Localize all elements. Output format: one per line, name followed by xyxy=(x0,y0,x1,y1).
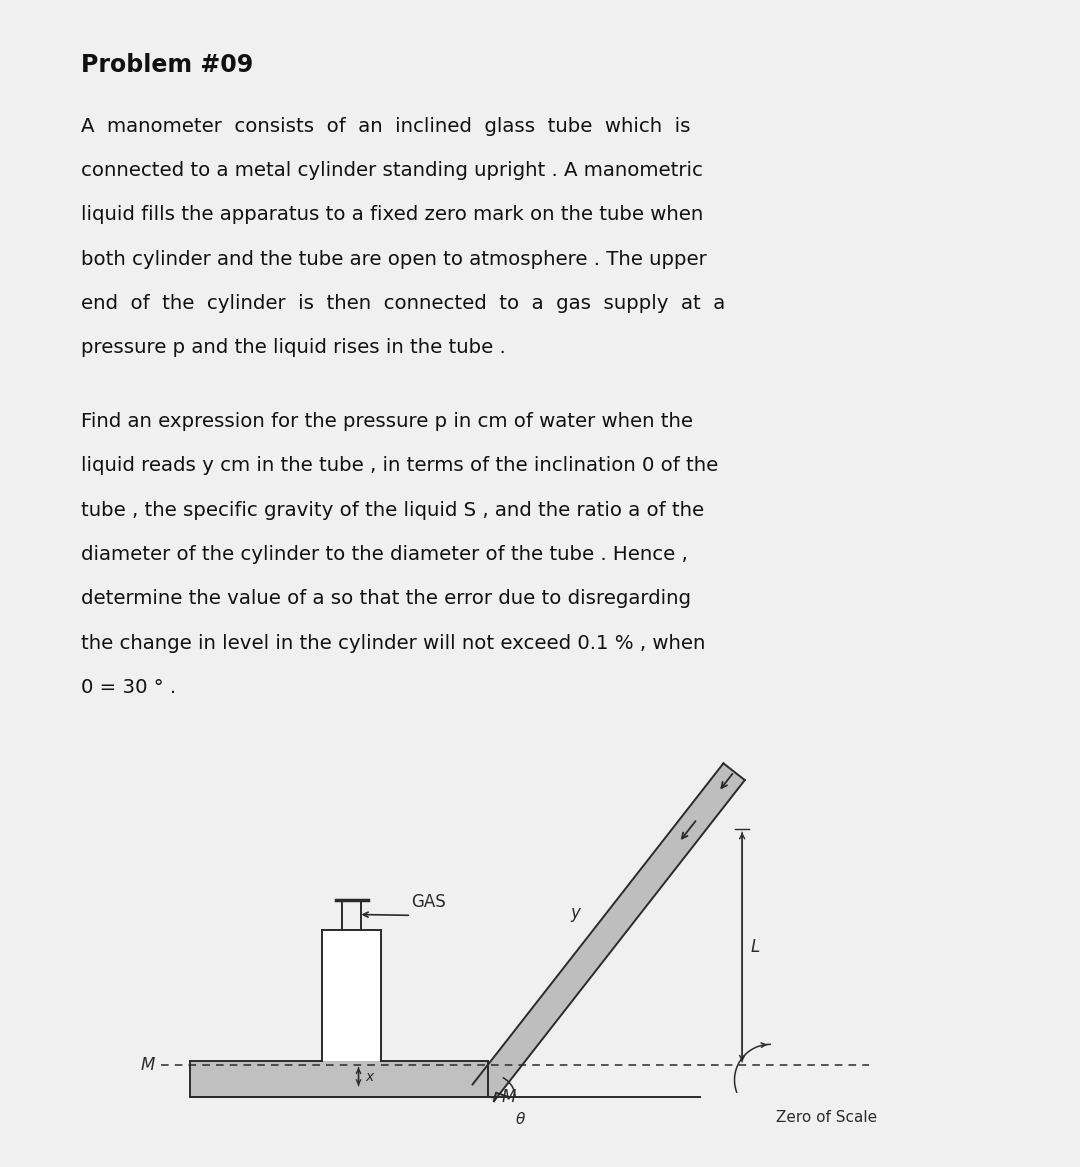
Bar xyxy=(190,1061,487,1097)
Text: M: M xyxy=(140,1056,154,1074)
Text: tube , the specific gravity of the liquid S , and the ratio a of the: tube , the specific gravity of the liqui… xyxy=(81,501,704,519)
Polygon shape xyxy=(473,763,745,1102)
Text: diameter of the cylinder to the diameter of the tube . Hence ,: diameter of the cylinder to the diameter… xyxy=(81,545,688,564)
Text: y: y xyxy=(570,903,580,922)
Text: liquid reads y cm in the tube , in terms of the inclination 0 of the: liquid reads y cm in the tube , in terms… xyxy=(81,456,718,475)
Text: x: x xyxy=(365,1070,374,1084)
Text: Find an expression for the pressure p in cm of water when the: Find an expression for the pressure p in… xyxy=(81,412,693,431)
Text: A  manometer  consists  of  an  inclined  glass  tube  which  is: A manometer consists of an inclined glas… xyxy=(81,117,690,135)
Text: liquid fills the apparatus to a fixed zero mark on the tube when: liquid fills the apparatus to a fixed ze… xyxy=(81,205,703,224)
Text: pressure p and the liquid rises in the tube .: pressure p and the liquid rises in the t… xyxy=(81,338,505,357)
Text: the change in level in the cylinder will not exceed 0.1 % , when: the change in level in the cylinder will… xyxy=(81,634,705,652)
Text: 0 = 30 ° .: 0 = 30 ° . xyxy=(81,678,176,697)
Text: end  of  the  cylinder  is  then  connected  to  a  gas  supply  at  a: end of the cylinder is then connected to… xyxy=(81,294,726,313)
Text: GAS: GAS xyxy=(411,893,446,911)
Text: Zero of Scale: Zero of Scale xyxy=(777,1110,877,1125)
Text: M: M xyxy=(502,1088,516,1106)
Text: connected to a metal cylinder standing upright . A manometric: connected to a metal cylinder standing u… xyxy=(81,161,703,180)
Text: determine the value of a so that the error due to disregarding: determine the value of a so that the err… xyxy=(81,589,691,608)
Bar xyxy=(322,930,381,1061)
Text: L: L xyxy=(751,938,760,956)
Text: θ: θ xyxy=(515,1112,525,1127)
Text: both cylinder and the tube are open to atmosphere . The upper: both cylinder and the tube are open to a… xyxy=(81,250,706,268)
Text: Problem #09: Problem #09 xyxy=(81,53,253,77)
